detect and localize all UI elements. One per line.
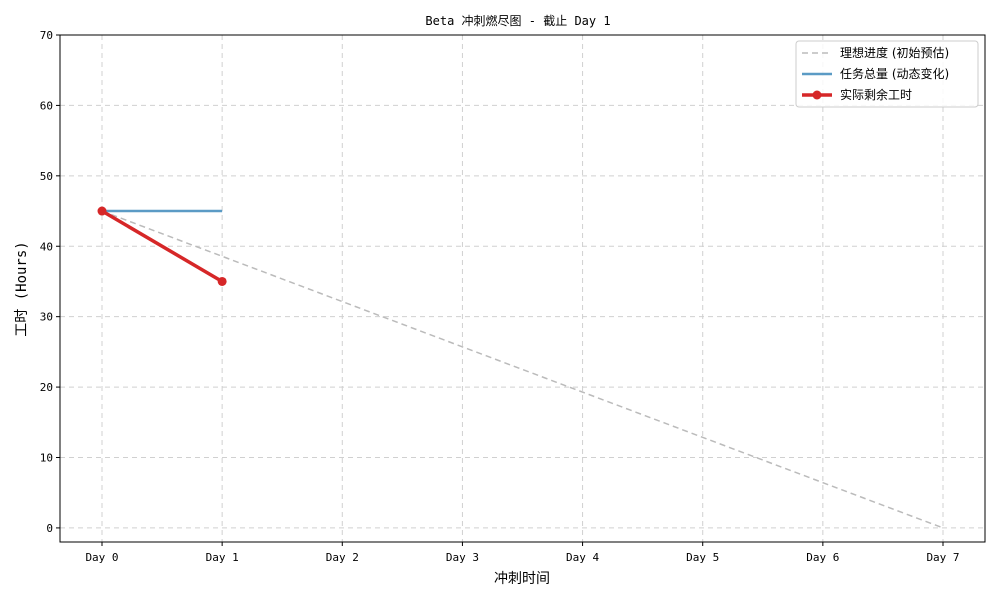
series-layer — [97, 206, 944, 529]
chart-title: Beta 冲刺燃尽图 - 截止 Day 1 — [425, 13, 610, 28]
x-tick-label: Day 7 — [926, 551, 959, 564]
series-point-2 — [217, 276, 227, 286]
series-line-2 — [101, 209, 224, 283]
y-tick-label: 50 — [40, 170, 53, 183]
x-tick-label: Day 5 — [686, 551, 719, 564]
grid-layer — [60, 34, 985, 542]
x-tick-label: Day 3 — [446, 551, 479, 564]
x-tick-label: Day 2 — [326, 551, 359, 564]
y-tick-label: 30 — [40, 311, 53, 324]
legend-label-2: 实际剩余工时 — [840, 87, 912, 102]
series-point-2 — [97, 206, 107, 216]
x-tick-label: Day 4 — [566, 551, 599, 564]
plot-frame — [59, 34, 986, 543]
y-tick-label: 40 — [40, 240, 53, 253]
x-tick-label: Day 1 — [206, 551, 239, 564]
legend-items: 理想进度 (初始预估) 任务总量 (动态变化) 实际剩余工时 — [802, 45, 949, 102]
x-axis-ticks: Day 0 Day 1 Day 2 Day 3 Day 4 Day 5 Day 6 Day 7 — [85, 542, 960, 564]
x-tick-label: Day 0 — [85, 551, 118, 564]
y-axis-label: 工时 (Hours) — [14, 241, 30, 336]
y-axis-ticks: 0 10 20 30 40 50 60 70 — [40, 29, 60, 535]
series-line-0 — [101, 210, 944, 529]
x-axis-label: 冲刺时间 — [494, 571, 550, 587]
y-tick-label: 70 — [40, 29, 53, 42]
legend-label-1: 任务总量 (动态变化) — [840, 66, 949, 81]
legend-label-0: 理想进度 (初始预估) — [840, 45, 949, 60]
legend: 理想进度 (初始预估) 任务总量 (动态变化) 实际剩余工时 — [795, 40, 979, 108]
y-tick-label: 60 — [40, 99, 53, 112]
legend-marker-2 — [812, 90, 822, 100]
x-tick-label: Day 6 — [806, 551, 839, 564]
y-tick-label: 20 — [40, 381, 53, 394]
legend-box — [795, 40, 979, 108]
y-tick-label: 0 — [46, 522, 53, 535]
y-tick-label: 10 — [40, 452, 53, 465]
